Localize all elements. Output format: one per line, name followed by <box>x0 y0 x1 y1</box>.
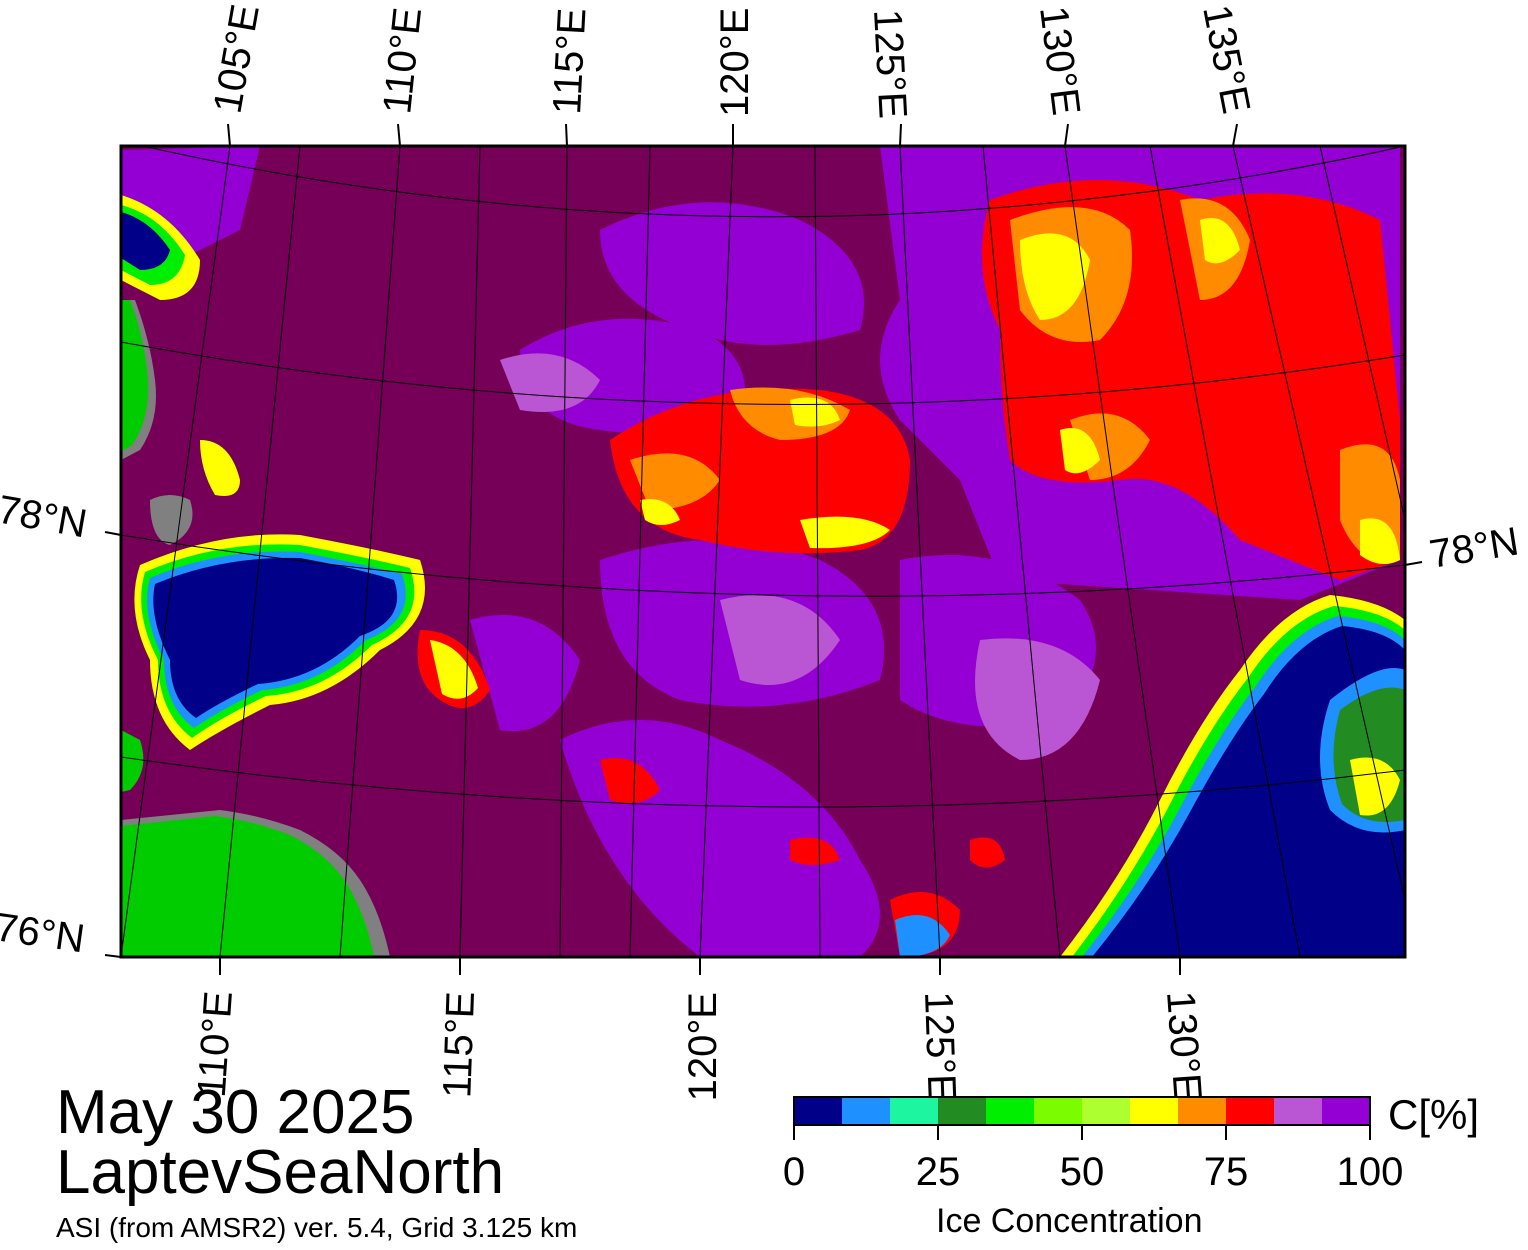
tick-marks <box>104 123 1423 975</box>
colorbar-cell <box>794 1097 843 1125</box>
colorbar-cell <box>1274 1097 1323 1125</box>
colorbar-tick-label: 25 <box>915 1150 961 1194</box>
left-lat-label: 78°N <box>0 488 90 547</box>
colorbar-cell <box>1322 1097 1371 1125</box>
top-lon-label: 110°E <box>375 5 430 115</box>
colorbar-cell <box>938 1097 987 1125</box>
colorbar-cell <box>986 1097 1035 1125</box>
map-date: May 30 2025 <box>56 1078 415 1147</box>
open-water-northwest <box>121 195 200 300</box>
colorbar-cell <box>1226 1097 1275 1125</box>
colorbar-cell <box>842 1097 891 1125</box>
graticule <box>121 146 1405 957</box>
colorbar-cell <box>1082 1097 1131 1125</box>
top-lon-label: 125°E <box>865 8 915 120</box>
colorbar-tick-label: 100 <box>1336 1150 1404 1194</box>
top-lon-label: 135°E <box>1194 1 1258 117</box>
product-info: ASI (from AMSR2) ver. 5.4, Grid 3.125 km <box>56 1212 578 1243</box>
colorbar-cell <box>1034 1097 1083 1125</box>
bottom-lon-label: 125°E <box>916 991 964 1102</box>
colorbar-tick-label: 75 <box>1203 1150 1249 1194</box>
colorbar-tick-label: 50 <box>1059 1150 1105 1194</box>
map-area <box>121 146 1405 957</box>
bottom-lon-label: 110°E <box>190 990 241 1099</box>
bottom-lon-label: 130°E <box>1158 990 1210 1102</box>
top-lon-label: 120°E <box>713 8 757 117</box>
bottom-lon-label: 115°E <box>435 991 483 1099</box>
map-frame <box>119 144 1407 959</box>
colorbar-title: Ice Concentration <box>936 1202 1203 1240</box>
colorbar-cell <box>1130 1097 1179 1125</box>
top-lon-label: 105°E <box>206 1 268 116</box>
open-water-east <box>895 595 1405 957</box>
bottom-lon-label: 120°E <box>681 992 725 1101</box>
colorbar-unit: C[%] <box>1388 1091 1480 1138</box>
colorbar <box>794 1097 1371 1125</box>
colorbar-cell <box>1178 1097 1227 1125</box>
colorbar-tick-label: 0 <box>782 1150 806 1194</box>
colorbar-ticks <box>793 1125 1371 1140</box>
top-lon-label: 115°E <box>545 7 595 116</box>
left-lat-label: 76°N <box>0 905 87 961</box>
colorbar-cell <box>890 1097 939 1125</box>
open-water-west <box>134 440 490 750</box>
land <box>121 300 390 957</box>
region-name: LaptevSeaNorth <box>56 1138 505 1207</box>
right-lat-label: 78°N <box>1427 519 1522 576</box>
top-lon-label: 130°E <box>1031 4 1088 118</box>
